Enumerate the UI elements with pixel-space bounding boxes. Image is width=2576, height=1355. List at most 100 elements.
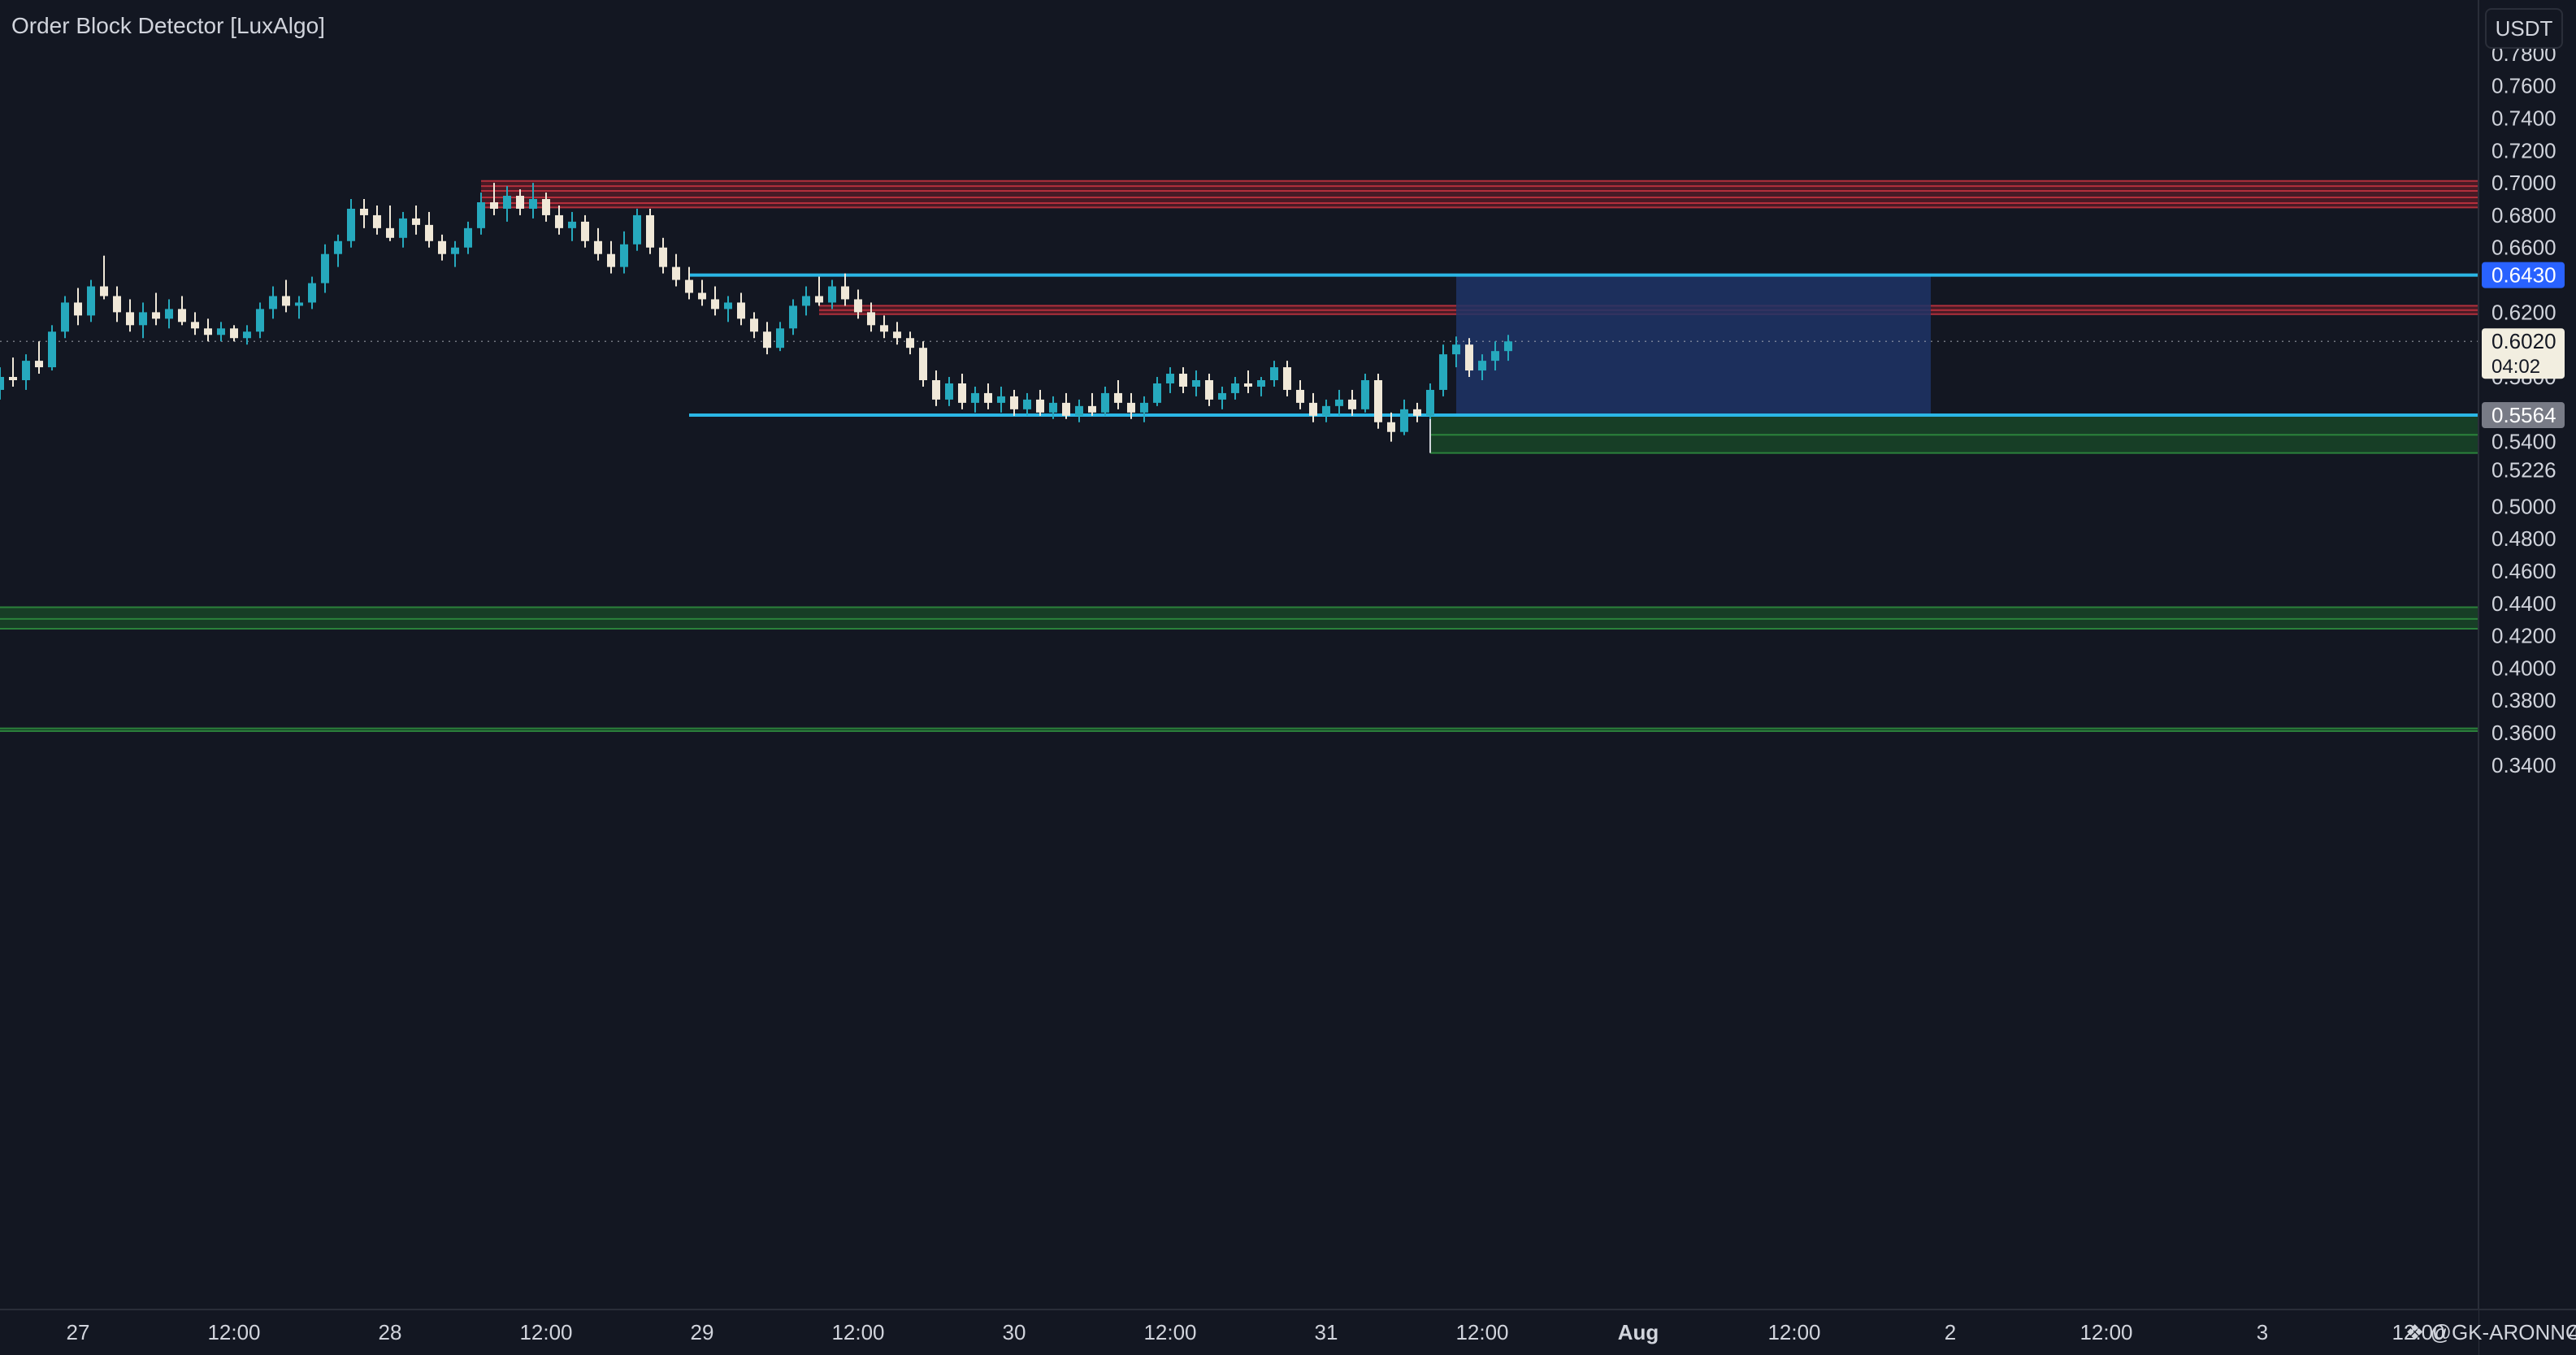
candle-body[interactable]	[282, 296, 290, 306]
candle-body[interactable]	[9, 377, 17, 381]
candle-body[interactable]	[984, 392, 992, 403]
candle-body[interactable]	[139, 312, 147, 326]
time-axis[interactable]	[0, 1310, 2478, 1355]
candle-body[interactable]	[1231, 383, 1239, 393]
candle-body[interactable]	[1114, 392, 1122, 403]
candle-body[interactable]	[620, 244, 628, 267]
candle-body[interactable]	[1270, 367, 1278, 381]
candle-body[interactable]	[698, 292, 706, 300]
candle-body[interactable]	[1218, 392, 1226, 400]
candle-body[interactable]	[867, 312, 875, 326]
candle-body[interactable]	[841, 286, 849, 300]
candle-body[interactable]	[464, 227, 472, 248]
candle-body[interactable]	[1322, 405, 1330, 416]
candle-body[interactable]	[1179, 374, 1187, 387]
candle-body[interactable]	[113, 296, 121, 313]
candle-body[interactable]	[308, 283, 316, 303]
candle-body[interactable]	[750, 318, 758, 332]
candle-body[interactable]	[1387, 422, 1395, 432]
candle-body[interactable]	[217, 328, 225, 336]
candle-body[interactable]	[1244, 383, 1252, 387]
candle-body[interactable]	[1036, 399, 1044, 413]
candle-body[interactable]	[958, 383, 966, 403]
candle-body[interactable]	[152, 312, 160, 319]
candle-body[interactable]	[906, 338, 914, 348]
candle-body[interactable]	[334, 240, 342, 254]
candle-body[interactable]	[1335, 399, 1343, 406]
candle-body[interactable]	[672, 266, 680, 280]
candle-body[interactable]	[1361, 380, 1369, 409]
candle-body[interactable]	[555, 214, 563, 228]
candle-body[interactable]	[1374, 380, 1382, 422]
candle-body[interactable]	[789, 305, 797, 329]
candle-body[interactable]	[711, 299, 719, 310]
candle-body[interactable]	[1140, 402, 1148, 413]
indicator-title[interactable]: Order Block Detector [LuxAlgo]	[11, 13, 325, 38]
candle-body[interactable]	[100, 286, 108, 297]
candle-body[interactable]	[1166, 374, 1174, 383]
candle-body[interactable]	[178, 309, 186, 323]
candle-body[interactable]	[0, 377, 4, 390]
candle-body[interactable]	[646, 214, 654, 248]
candle-body[interactable]	[828, 286, 836, 303]
candle-body[interactable]	[477, 201, 485, 228]
candle-body[interactable]	[1465, 344, 1473, 371]
candle-body[interactable]	[425, 224, 433, 241]
candle-body[interactable]	[35, 361, 43, 368]
candle-body[interactable]	[815, 296, 823, 303]
candle-body[interactable]	[1101, 392, 1109, 413]
candle-body[interactable]	[87, 286, 95, 316]
candle-body[interactable]	[295, 302, 303, 306]
candle-body[interactable]	[191, 322, 199, 329]
candle-body[interactable]	[516, 196, 524, 209]
candle-body[interactable]	[399, 218, 407, 238]
candle-body[interactable]	[1088, 405, 1096, 413]
candle-body[interactable]	[1400, 409, 1408, 432]
candle-body[interactable]	[1478, 361, 1486, 371]
candle-body[interactable]	[360, 208, 368, 215]
candle-body[interactable]	[373, 214, 381, 228]
candle-body[interactable]	[1491, 351, 1499, 361]
candle-body[interactable]	[74, 302, 82, 316]
candle-body[interactable]	[1283, 367, 1291, 390]
candle-body[interactable]	[880, 325, 888, 332]
candle-body[interactable]	[412, 218, 420, 225]
candle-body[interactable]	[1439, 354, 1447, 390]
candle-body[interactable]	[165, 309, 173, 319]
candle-body[interactable]	[1426, 389, 1434, 416]
candle-body[interactable]	[581, 221, 589, 241]
candle-body[interactable]	[204, 328, 212, 336]
price-axis[interactable]	[2478, 0, 2576, 1310]
candle-body[interactable]	[1504, 341, 1512, 352]
candle-body[interactable]	[607, 253, 615, 267]
candle-body[interactable]	[48, 331, 56, 368]
candle-body[interactable]	[1413, 409, 1421, 416]
candle-body[interactable]	[802, 296, 810, 306]
candle-body[interactable]	[230, 328, 238, 339]
candle-body[interactable]	[321, 253, 329, 284]
candle-body[interactable]	[490, 201, 498, 209]
candle-body[interactable]	[568, 221, 576, 228]
candle-body[interactable]	[659, 247, 667, 267]
candle-body[interactable]	[1049, 402, 1057, 413]
candle-body[interactable]	[1452, 344, 1460, 355]
candle-body[interactable]	[724, 302, 732, 310]
candle-body[interactable]	[932, 380, 940, 400]
candle-body[interactable]	[503, 196, 511, 209]
candle-body[interactable]	[997, 396, 1005, 403]
candle-body[interactable]	[685, 279, 693, 293]
candle-body[interactable]	[126, 312, 134, 326]
candle-body[interactable]	[776, 328, 784, 348]
candle-body[interactable]	[243, 331, 251, 339]
candle-body[interactable]	[22, 361, 30, 381]
currency-button[interactable]: USDT	[2485, 8, 2563, 49]
candle-body[interactable]	[1062, 402, 1070, 416]
candle-body[interactable]	[854, 299, 862, 313]
candle-body[interactable]	[1010, 396, 1018, 409]
candle-body[interactable]	[269, 296, 277, 310]
candle-body[interactable]	[919, 348, 927, 381]
candle-body[interactable]	[542, 199, 550, 215]
candle-body[interactable]	[1192, 380, 1200, 387]
candle-body[interactable]	[529, 199, 537, 209]
